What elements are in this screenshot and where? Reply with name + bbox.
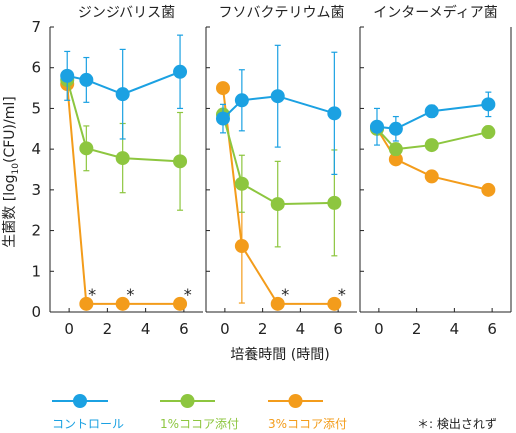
series-cocoa3 — [215, 81, 342, 311]
x-tick-label: 6 — [333, 320, 343, 338]
series-line — [376, 103, 489, 130]
data-point — [215, 81, 230, 96]
x-tick-label: 2 — [258, 320, 268, 338]
x-tick-label: 6 — [179, 320, 189, 338]
legend-item-cocoa1: 1%ココア添付 — [160, 394, 239, 431]
data-point — [481, 182, 496, 197]
series-line — [376, 128, 489, 191]
series-cocoa3 — [60, 77, 188, 311]
not-detected-star: * — [281, 285, 289, 304]
series-line — [376, 128, 489, 151]
y-axis-label: 生菌数 [log10(CFU)/ml] — [2, 96, 21, 247]
data-point — [234, 239, 249, 254]
legend-marker — [73, 394, 87, 408]
series-control — [60, 34, 188, 140]
data-point — [115, 87, 130, 102]
series-cocoa3 — [369, 121, 496, 197]
data-point — [327, 195, 342, 210]
legend-marker — [180, 394, 195, 408]
not-detected-star: * — [338, 285, 346, 304]
not-detected-star: * — [126, 285, 134, 304]
not-detected-star: * — [184, 285, 192, 304]
legend-marker — [288, 394, 303, 408]
y-tick-label: 3 — [31, 181, 41, 199]
not-detected-star: * — [88, 285, 96, 304]
legend-item-cocoa3: 3%ココア添付 — [268, 394, 347, 431]
legend-item-control: コントロール — [52, 394, 124, 431]
x-axis-label: 培養時間 (時間) — [230, 346, 329, 363]
data-point — [79, 72, 94, 87]
data-point — [369, 119, 384, 134]
series-line — [66, 79, 181, 163]
data-point — [424, 138, 439, 153]
y-tick-label: 1 — [31, 262, 41, 280]
panel-2: フソバクテリウム菌 0 2 4 6 * * — [205, 5, 357, 338]
panel-title: フソバクテリウム菌 — [219, 5, 345, 21]
legend-label: 1%ココア添付 — [160, 417, 239, 431]
x-tick-label: 4 — [450, 320, 460, 338]
y-tick-label: 0 — [31, 303, 41, 321]
data-point — [115, 296, 130, 311]
data-point — [388, 152, 403, 167]
data-point — [215, 111, 230, 126]
series-control — [215, 44, 342, 175]
data-point — [424, 104, 439, 119]
data-point — [327, 296, 342, 311]
series-control — [369, 91, 496, 146]
panel-3: インターメディア菌 0 2 4 6 — [359, 4, 512, 338]
data-point — [79, 296, 94, 311]
series-line — [222, 95, 335, 120]
data-point — [388, 121, 403, 136]
x-tick-label: 6 — [487, 320, 497, 338]
x-tick-label: 4 — [296, 320, 306, 338]
data-point — [60, 68, 75, 83]
data-point — [327, 106, 342, 121]
x-tick-label: 4 — [141, 320, 151, 338]
x-tick-label: 2 — [412, 320, 422, 338]
x-tick-label: 2 — [103, 320, 113, 338]
data-point — [173, 64, 188, 79]
series-cocoa1 — [369, 121, 496, 157]
chart-panels: ジンジバリス菌 0 1 2 3 4 5 6 7 0 2 4 6 * * * フソバクテリウム菌 0 2 4 6 * * インタ… — [31, 4, 512, 338]
panel-1: ジンジバリス菌 0 1 2 3 4 5 6 7 0 2 4 6 * * * — [31, 5, 203, 338]
y-tick-label: 6 — [31, 59, 41, 77]
panel-title: ジンジバリス菌 — [78, 5, 175, 21]
data-point — [173, 154, 188, 169]
series-line — [67, 70, 181, 96]
data-point — [270, 197, 285, 212]
series-line — [222, 114, 335, 206]
data-point — [115, 151, 130, 166]
legend-label: コントロール — [52, 417, 124, 431]
x-tick-label: 0 — [64, 320, 74, 338]
series-line — [221, 87, 335, 305]
data-point — [173, 296, 188, 311]
not-detected-note: ＊: 検出されず — [417, 417, 497, 431]
data-point — [234, 93, 249, 108]
y-axis-label-text: 生菌数 [log10(CFU)/ml] — [2, 96, 21, 247]
y-tick-label: 7 — [31, 18, 41, 36]
legend: コントロール 1%ココア添付 3%ココア添付 — [52, 394, 347, 431]
x-tick-label: 0 — [374, 320, 384, 338]
data-point — [388, 142, 403, 157]
data-point — [481, 97, 496, 112]
y-tick-label: 5 — [31, 99, 41, 117]
y-tick-label: 2 — [31, 222, 41, 240]
x-tick-label: 0 — [220, 320, 230, 338]
series-line — [66, 83, 181, 305]
legend-label: 3%ココア添付 — [268, 417, 347, 431]
data-point — [481, 125, 496, 140]
data-point — [79, 141, 94, 156]
data-point — [234, 176, 249, 191]
data-point — [424, 169, 439, 184]
y-tick-label: 4 — [31, 140, 41, 158]
data-point — [270, 89, 285, 104]
panel-title: インターメディア菌 — [373, 4, 497, 21]
data-point — [270, 296, 285, 311]
